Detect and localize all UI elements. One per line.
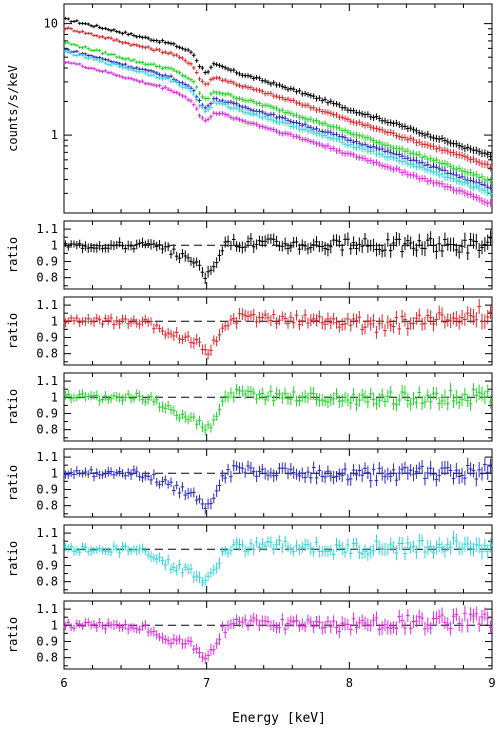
y-axis-label: ratio xyxy=(6,617,20,653)
y-tick-label: 1 xyxy=(51,618,58,632)
spectrum-series-3 xyxy=(63,41,493,185)
spectrum-series-5 xyxy=(63,49,493,198)
y-tick-label: 1.1 xyxy=(36,526,58,540)
y-tick-label: 1.1 xyxy=(36,374,58,388)
x-tick-label: 9 xyxy=(488,676,495,690)
y-tick-label: 0.8 xyxy=(36,271,58,285)
y-axis-label: ratio xyxy=(6,389,20,425)
ratio-series xyxy=(63,605,493,665)
y-tick-label: 10 xyxy=(44,17,58,31)
y-tick-label: 0.8 xyxy=(36,575,58,589)
y-tick-label: 0.9 xyxy=(36,330,58,344)
y-tick-label: 0.9 xyxy=(36,406,58,420)
y-tick-label: 0.9 xyxy=(36,482,58,496)
y-tick-label: 0.8 xyxy=(36,651,58,665)
x-axis-label: Energy [keV] xyxy=(232,711,326,726)
x-tick-label: 6 xyxy=(60,676,67,690)
ratio-series xyxy=(63,457,493,515)
ratio-panel-2: 1.1 1 0.9 0.8 ratio xyxy=(6,296,493,366)
spectrum-series-6 xyxy=(63,60,493,208)
y-axis-label: ratio xyxy=(6,465,20,501)
y-tick-label: 1 xyxy=(51,466,58,480)
spectrum-series-2 xyxy=(63,26,493,172)
ratio-series xyxy=(63,531,493,588)
y-tick-label: 0.8 xyxy=(36,423,58,437)
y-tick-label: 0.9 xyxy=(36,558,58,572)
y-tick-label: 0.8 xyxy=(36,499,58,513)
ratio-panel-6: 1.1 1 0.9 0.8 ratio 6 7 8 9 xyxy=(6,600,496,690)
panel-frame xyxy=(63,524,493,594)
ratio-panel-3: 1.1 1 0.9 0.8 ratio xyxy=(6,372,493,442)
y-tick-label: 1 xyxy=(51,542,58,556)
y-axis-label: ratio xyxy=(6,313,20,349)
spectrum-series-1 xyxy=(63,16,493,161)
panel-frame xyxy=(63,220,493,290)
y-axis-label: ratio xyxy=(6,237,20,273)
ratio-series xyxy=(63,382,493,436)
ratio-panel-5: 1.1 1 0.9 0.8 ratio xyxy=(6,524,493,594)
panel-frame xyxy=(63,448,493,518)
x-tick-label: 7 xyxy=(203,676,210,690)
y-tick-label: 1.1 xyxy=(36,222,58,236)
y-axis-label: counts/s/keV xyxy=(6,65,20,152)
y-tick-label: 0.9 xyxy=(36,254,58,268)
ratio-series xyxy=(63,230,493,285)
ratio-panel-4: 1.1 1 0.9 0.8 ratio xyxy=(6,448,493,518)
spectrum-panel: 10 1 counts/s/keV xyxy=(6,3,493,214)
ratio-panel-1: 1.1 1 0.9 0.8 ratio xyxy=(6,220,493,290)
panel-frame xyxy=(63,600,493,670)
panel-frame xyxy=(63,296,493,366)
y-tick-label: 1 xyxy=(51,128,58,142)
panel-frame xyxy=(63,372,493,442)
ratio-series xyxy=(63,298,493,360)
y-tick-label: 1 xyxy=(51,314,58,328)
y-axis-label: ratio xyxy=(6,541,20,577)
y-tick-label: 1 xyxy=(51,238,58,252)
panel-frame xyxy=(63,3,493,214)
y-tick-label: 1.1 xyxy=(36,298,58,312)
y-tick-label: 1 xyxy=(51,390,58,404)
panel-stack: 10 1 counts/s/keV 1.1 1 0.9 0.8 ratio 1.1 1 0.9 0.8… xyxy=(6,3,496,690)
y-tick-label: 0.8 xyxy=(36,347,58,361)
y-tick-label: 0.9 xyxy=(36,634,58,648)
y-tick-label: 1.1 xyxy=(36,602,58,616)
x-tick-label: 8 xyxy=(346,676,353,690)
y-tick-label: 1.1 xyxy=(36,450,58,464)
